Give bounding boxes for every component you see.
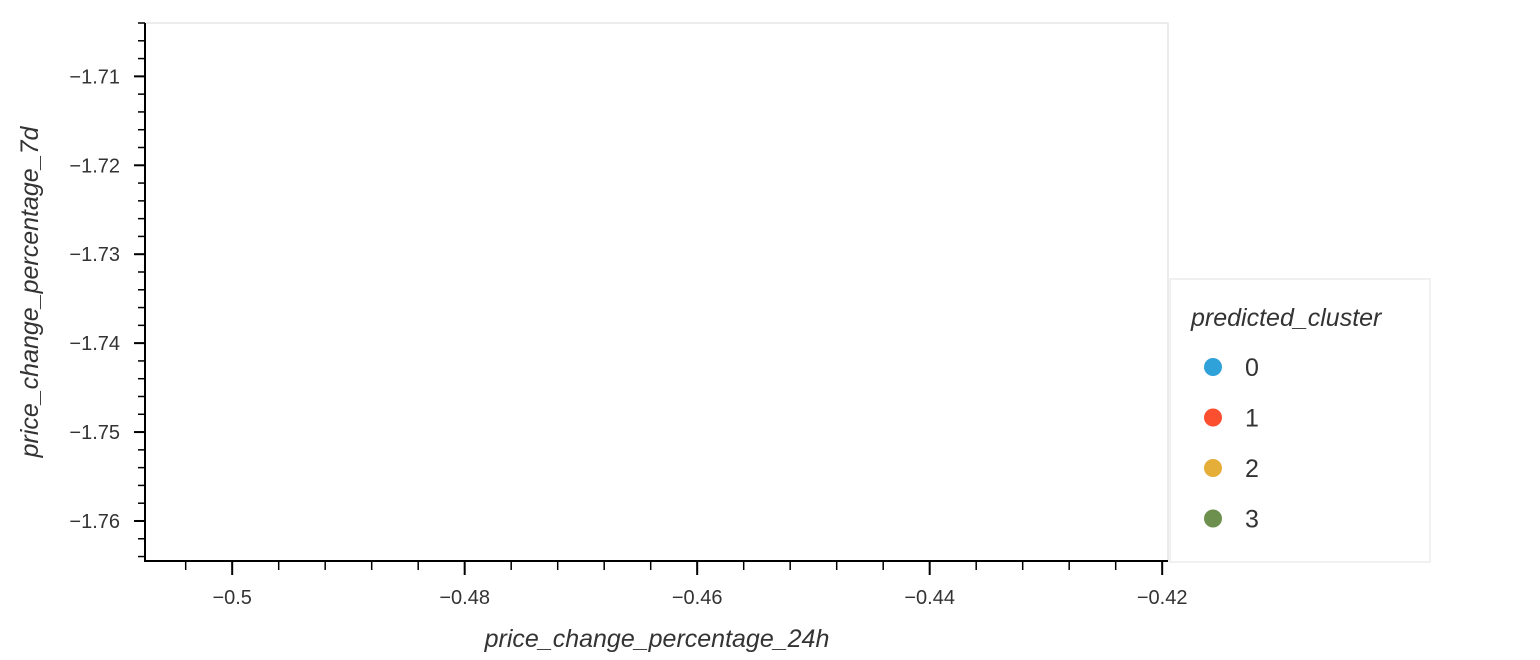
y-tick-label: −1.75 [69,422,120,444]
legend-swatch [1204,459,1222,477]
legend-label: 3 [1245,506,1259,534]
y-axis: −1.71 −1.72 −1.73 −1.74 −1.75 −1.76 [69,23,145,562]
x-tick-label: −0.42 [1137,587,1188,609]
y-tick-label: −1.74 [69,333,120,355]
y-tick-label: −1.72 [69,155,120,177]
legend: predicted_cluster 0 1 2 3 [1170,279,1430,562]
x-tick-label: −0.44 [904,587,955,609]
plot-frame [145,23,1168,561]
y-tick-label: −1.71 [69,66,120,88]
legend-label: 1 [1245,405,1259,433]
legend-swatch [1204,358,1222,376]
legend-title: predicted_cluster [1190,304,1383,332]
legend-label: 0 [1245,354,1259,382]
y-ticks: −1.71 −1.72 −1.73 −1.74 −1.75 −1.76 [69,23,145,557]
x-tick-label: −0.5 [212,587,251,609]
y-axis-title: price_change_percentage_7d [16,125,44,458]
y-tick-label: −1.76 [69,511,120,533]
x-tick-label: −0.46 [672,587,723,609]
legend-swatch [1204,409,1222,427]
y-tick-label: −1.73 [69,244,120,266]
x-ticks: −0.5 −0.48 −0.46 −0.44 −0.42 [186,561,1188,609]
x-tick-label: −0.48 [439,587,490,609]
legend-label: 2 [1245,455,1259,483]
x-axis: −0.5 −0.48 −0.46 −0.44 −0.42 [144,561,1187,609]
plot-area[interactable] [145,23,1168,561]
x-axis-title: price_change_percentage_24h [484,625,830,653]
legend-swatch [1204,510,1222,528]
